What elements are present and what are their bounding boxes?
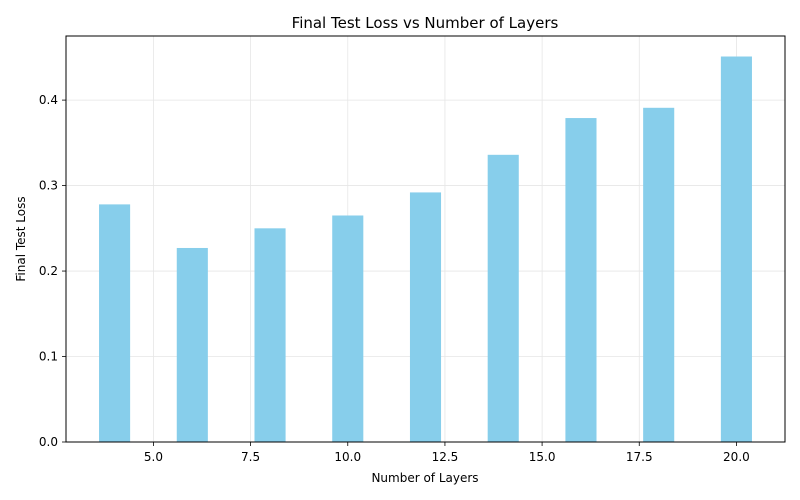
y-tick-label: 0.2 (39, 264, 58, 278)
plot-frame (65, 35, 786, 443)
x-tick-label: 15.0 (529, 450, 556, 464)
bar-layers-8 (254, 228, 286, 442)
chart-title: Final Test Loss vs Number of Layers (292, 14, 559, 32)
x-tick-label: 17.5 (626, 450, 653, 464)
x-axis-label: Number of Layers (371, 471, 478, 485)
x-tick-label: 12.5 (432, 450, 459, 464)
x-tick-label: 20.0 (723, 450, 750, 464)
y-tick-label: 0.1 (39, 350, 58, 364)
bar-layers-10 (332, 215, 364, 442)
bar-layers-20 (720, 56, 752, 443)
y-tick-label: 0.3 (39, 179, 58, 193)
x-tick-label: 5.0 (144, 450, 163, 464)
bar-layers-18 (643, 107, 675, 442)
bar-layers-6 (176, 247, 208, 442)
bar-layers-14 (487, 154, 519, 443)
y-axis-label: Final Test Loss (14, 196, 28, 281)
x-axis-ticks: 5.0 7.5 10.0 12.5 15.0 17.5 20.0 (144, 442, 750, 464)
x-tick-label: 7.5 (241, 450, 260, 464)
y-tick-label: 0.4 (39, 93, 58, 107)
bars (99, 56, 752, 443)
bar-layers-16 (565, 118, 597, 442)
y-tick-label: 0.0 (39, 435, 58, 449)
bar-layers-4 (99, 204, 131, 442)
x-tick-label: 10.0 (334, 450, 361, 464)
y-axis-ticks: 0.0 0.1 0.2 0.3 0.4 (39, 93, 66, 449)
bar-layers-12 (409, 192, 442, 442)
